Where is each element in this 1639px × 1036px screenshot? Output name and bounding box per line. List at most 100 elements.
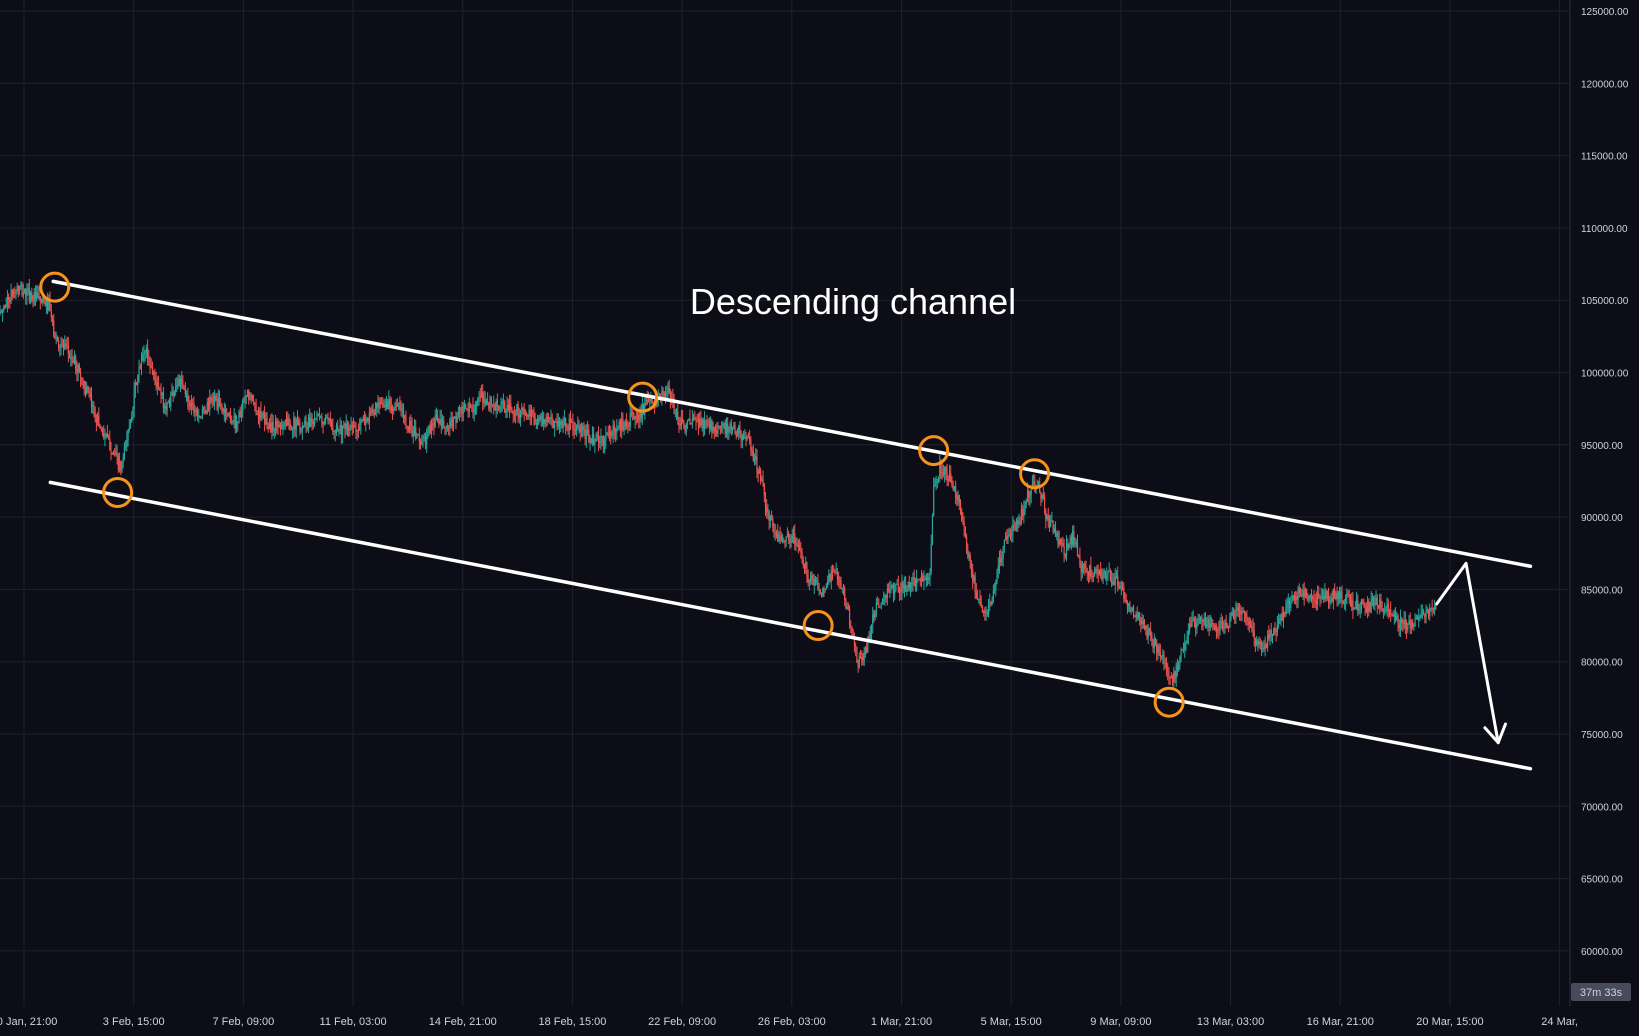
candle-up bbox=[1291, 598, 1293, 603]
candle-down bbox=[1054, 528, 1057, 537]
candle-up bbox=[1187, 631, 1189, 637]
candle-down bbox=[1121, 586, 1124, 588]
candle-up bbox=[728, 428, 730, 433]
candle-up bbox=[335, 425, 338, 433]
candle-up bbox=[396, 403, 399, 407]
time-axis[interactable]: 30 Jan, 21:00 3 Feb, 15:00 7 Feb, 09:00 11 … bbox=[0, 1016, 1578, 1028]
candle-down bbox=[399, 403, 401, 409]
candle-down bbox=[99, 425, 101, 429]
price-axis-tick-label: 110000.00 bbox=[1581, 224, 1628, 235]
candle-down bbox=[95, 418, 97, 423]
candle-down bbox=[820, 592, 823, 597]
candle-down bbox=[337, 425, 339, 432]
candle-down bbox=[51, 317, 54, 321]
candle-up bbox=[1184, 642, 1186, 650]
candle-down bbox=[803, 565, 806, 569]
candle-down bbox=[956, 497, 958, 500]
candle-up bbox=[1119, 586, 1121, 589]
candle-up bbox=[729, 424, 731, 429]
candle-down bbox=[255, 403, 257, 415]
candle-down bbox=[836, 571, 838, 579]
candle-up bbox=[145, 348, 147, 353]
candle-up bbox=[1415, 617, 1417, 619]
candle-up bbox=[326, 417, 328, 419]
candle-down bbox=[299, 424, 301, 432]
candle-down bbox=[189, 403, 191, 407]
candle-down bbox=[551, 417, 553, 421]
candle-down bbox=[669, 392, 672, 402]
candle-down bbox=[940, 463, 942, 472]
candle-down bbox=[852, 634, 854, 637]
candle-down bbox=[65, 343, 67, 346]
candle-up bbox=[791, 535, 793, 542]
candle-up bbox=[884, 595, 886, 601]
candle-up bbox=[1114, 577, 1116, 585]
candle-up bbox=[825, 584, 828, 589]
candle-down bbox=[346, 423, 349, 429]
candle-down bbox=[72, 360, 74, 363]
candle-up bbox=[554, 421, 556, 428]
candle-up bbox=[1037, 484, 1040, 486]
touch-point-circle bbox=[1153, 686, 1185, 718]
candle-down bbox=[444, 427, 446, 429]
candle-up bbox=[313, 418, 316, 425]
candle-up bbox=[1220, 621, 1222, 623]
candle-down bbox=[1132, 607, 1135, 617]
candle-down bbox=[534, 417, 536, 424]
candle-down bbox=[1104, 571, 1107, 578]
candle-up bbox=[874, 611, 876, 618]
candle-down bbox=[1265, 644, 1267, 648]
candle-down bbox=[344, 424, 346, 430]
candle-down bbox=[640, 412, 642, 418]
candle-down bbox=[263, 413, 266, 425]
candle-down bbox=[783, 540, 785, 542]
candle-up bbox=[1421, 611, 1423, 613]
candle-up bbox=[1120, 586, 1122, 588]
touch-point-circle bbox=[918, 435, 950, 467]
channel-annotation-text[interactable]: Descending channel bbox=[690, 281, 1016, 322]
candle-up bbox=[710, 420, 712, 429]
candle-up bbox=[10, 289, 12, 302]
candle-down bbox=[857, 662, 859, 668]
candle-up bbox=[105, 433, 107, 437]
candle-up bbox=[1, 310, 4, 313]
grid-lines bbox=[0, 0, 1570, 1006]
candle-up bbox=[813, 579, 815, 586]
candle-up bbox=[284, 420, 286, 422]
candle-up bbox=[304, 420, 306, 426]
candle-down bbox=[512, 411, 514, 415]
candle-down bbox=[220, 404, 222, 406]
candle-down bbox=[593, 434, 595, 445]
price-axis-tick-label: 125000.00 bbox=[1581, 7, 1629, 18]
candle-down bbox=[1212, 623, 1214, 625]
candle-down bbox=[340, 425, 342, 436]
candle-up bbox=[1145, 625, 1147, 629]
candle-down bbox=[1052, 520, 1054, 532]
candle-up bbox=[1002, 546, 1004, 559]
candle-up bbox=[675, 411, 678, 413]
candle-up bbox=[131, 417, 133, 423]
candle-up bbox=[295, 419, 297, 430]
candle-up bbox=[232, 421, 234, 423]
candle-down bbox=[892, 585, 895, 594]
candle-down bbox=[1245, 613, 1247, 616]
candle-down bbox=[58, 340, 60, 349]
candle-up bbox=[991, 598, 993, 605]
candle-up bbox=[1065, 544, 1068, 556]
candle-up bbox=[650, 399, 652, 401]
candle-down bbox=[652, 402, 654, 404]
candle-down bbox=[285, 420, 288, 426]
candle-up bbox=[568, 418, 570, 431]
candle-up bbox=[489, 397, 491, 409]
candle-up bbox=[1256, 640, 1258, 646]
candle-down bbox=[1341, 591, 1343, 601]
price-axis[interactable]: 125000.00 120000.00 115000.00 110000.00 1050… bbox=[1581, 7, 1629, 958]
candle-down bbox=[168, 402, 171, 407]
candle-up bbox=[1182, 649, 1185, 651]
candle-down bbox=[34, 291, 37, 300]
candle-up bbox=[869, 633, 871, 642]
candle-down bbox=[840, 582, 842, 589]
candle-down bbox=[254, 403, 256, 405]
candle-up bbox=[29, 292, 32, 302]
